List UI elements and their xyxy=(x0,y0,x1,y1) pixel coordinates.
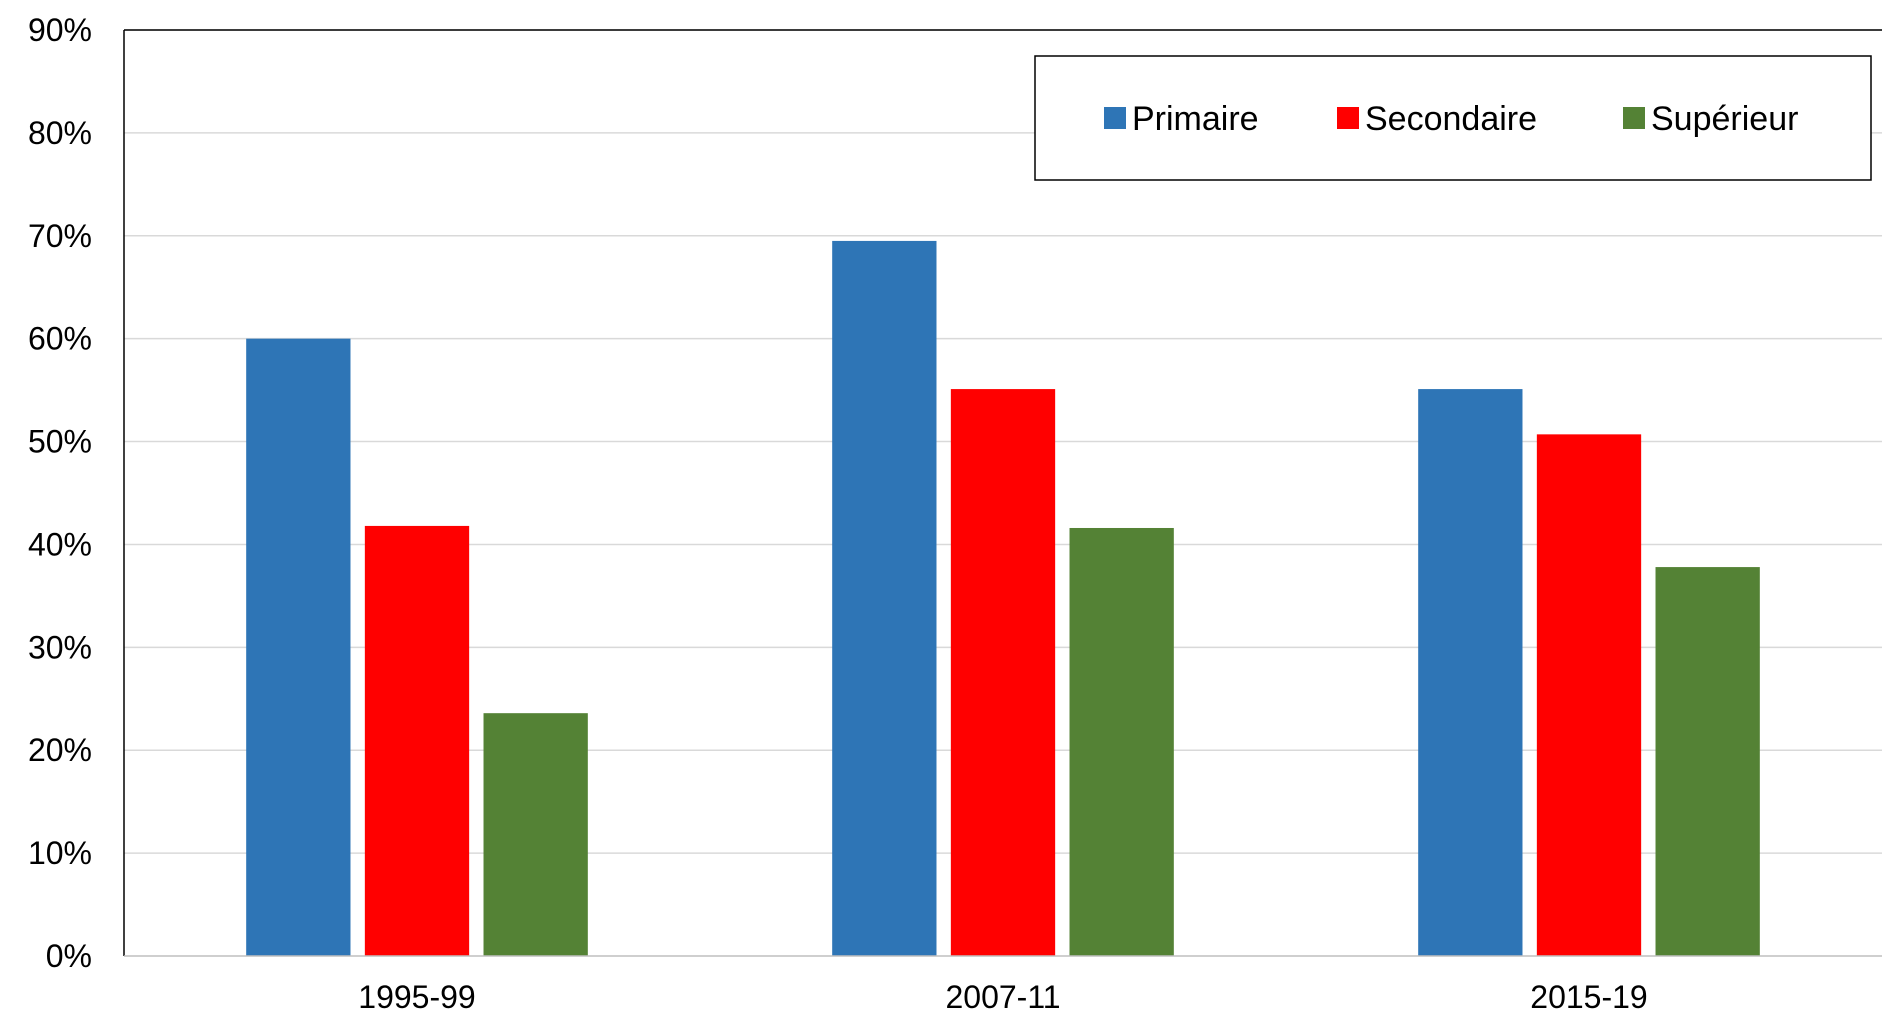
x-category-label: 1995-99 xyxy=(358,979,475,1015)
y-tick-label: 20% xyxy=(28,732,92,768)
y-tick-label: 30% xyxy=(28,629,92,665)
bar-sup-rieur-2007-11 xyxy=(1069,527,1174,956)
y-tick-label: 40% xyxy=(28,526,92,562)
x-axis-category-labels: 1995-99 2007-11 2015-19 xyxy=(358,979,1647,1015)
legend-label: Secondaire xyxy=(1365,100,1537,138)
y-tick-label: 0% xyxy=(46,938,92,974)
y-tick-label: 10% xyxy=(28,835,92,871)
legend-box xyxy=(1034,55,1872,181)
x-category-label: 2015-19 xyxy=(1530,979,1647,1015)
bar-primaire-1995-99 xyxy=(246,338,351,957)
bar-primaire-2007-11 xyxy=(832,240,937,956)
bars xyxy=(246,240,1760,957)
axes xyxy=(123,29,1882,957)
y-tick-label: 90% xyxy=(28,12,92,48)
bar-secondaire-2015-19 xyxy=(1536,434,1642,956)
legend-label: Primaire xyxy=(1132,100,1259,138)
bar-sup-rieur-1995-99 xyxy=(483,713,588,956)
legend-label: Supérieur xyxy=(1651,100,1798,138)
y-tick-label: 70% xyxy=(28,218,92,254)
y-axis-tick-labels: 0% 10% 20% 30% 40% 50% 60% 70% 80% 90% xyxy=(28,12,92,974)
legend-swatch xyxy=(1337,107,1359,129)
legend-swatch xyxy=(1104,107,1126,129)
bar-secondaire-1995-99 xyxy=(364,525,470,956)
bar-primaire-2015-19 xyxy=(1418,389,1523,956)
bar-sup-rieur-2015-19 xyxy=(1655,567,1760,956)
x-category-label: 2007-11 xyxy=(945,979,1060,1015)
y-tick-label: 60% xyxy=(28,321,92,357)
legend-swatch xyxy=(1623,107,1645,129)
y-tick-label: 50% xyxy=(28,424,92,460)
legend: Primaire Secondaire Supérieur xyxy=(1034,55,1872,181)
y-tick-label: 80% xyxy=(28,115,92,151)
bar-secondaire-2007-11 xyxy=(950,389,1056,956)
